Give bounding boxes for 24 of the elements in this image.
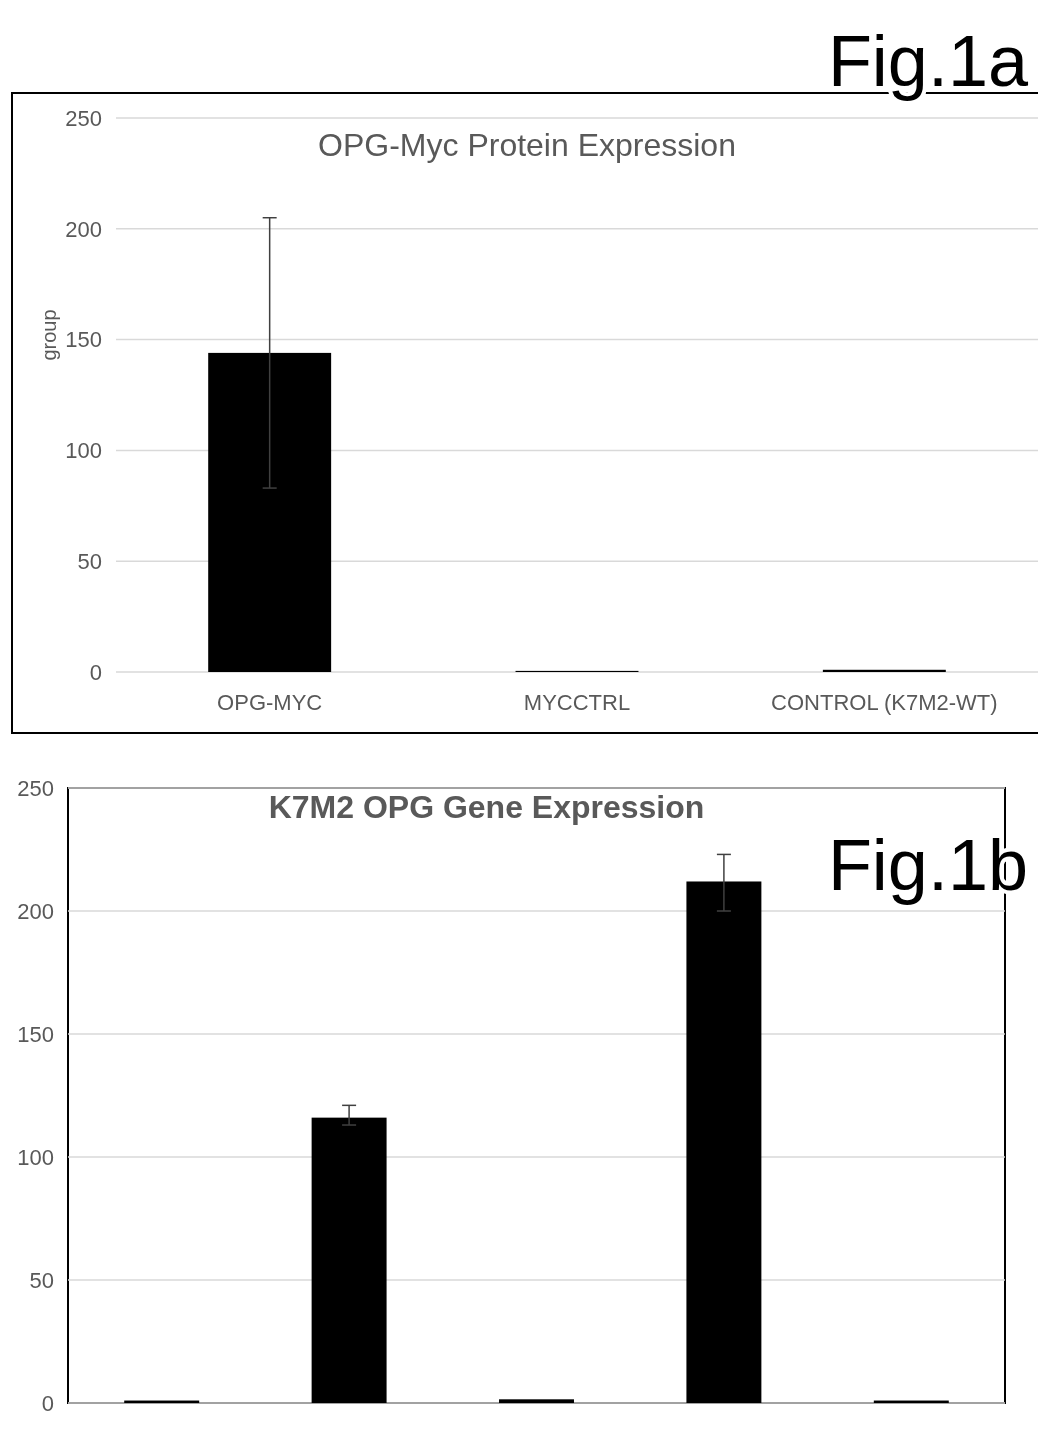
y-tick-label: 150 [65, 327, 102, 353]
y-tick-label: 0 [89, 659, 102, 685]
caption: Fig.1a [827, 21, 1029, 101]
y-tick-label: 200 [65, 216, 102, 242]
bar [208, 352, 332, 672]
bar [686, 881, 762, 1403]
bar [822, 669, 946, 672]
y-tick-label: 150 [17, 1021, 54, 1047]
x-tick-label: MYCCTRL [523, 690, 631, 715]
bar [499, 1399, 574, 1403]
y-axis-title: group [38, 309, 60, 361]
y-tick-label: 0 [41, 1390, 54, 1416]
y-tick-label: 50 [29, 1267, 54, 1293]
y-tick-label: 100 [17, 1144, 54, 1170]
y-tick-label: 200 [17, 898, 54, 924]
x-tick-label: OPG-MYC [217, 690, 323, 715]
chart-title: K7M2 OPG Gene Expression [268, 789, 705, 825]
y-tick-label: 250 [17, 775, 54, 801]
y-tick-label: 50 [77, 548, 102, 574]
chart-title: OPG-Myc Protein Expression [318, 127, 736, 163]
y-tick-label: 250 [65, 105, 102, 131]
bar [311, 1117, 387, 1403]
x-tick-label: CONTROL (K7M2-WT) [771, 690, 998, 715]
y-tick-label: 100 [65, 438, 102, 464]
